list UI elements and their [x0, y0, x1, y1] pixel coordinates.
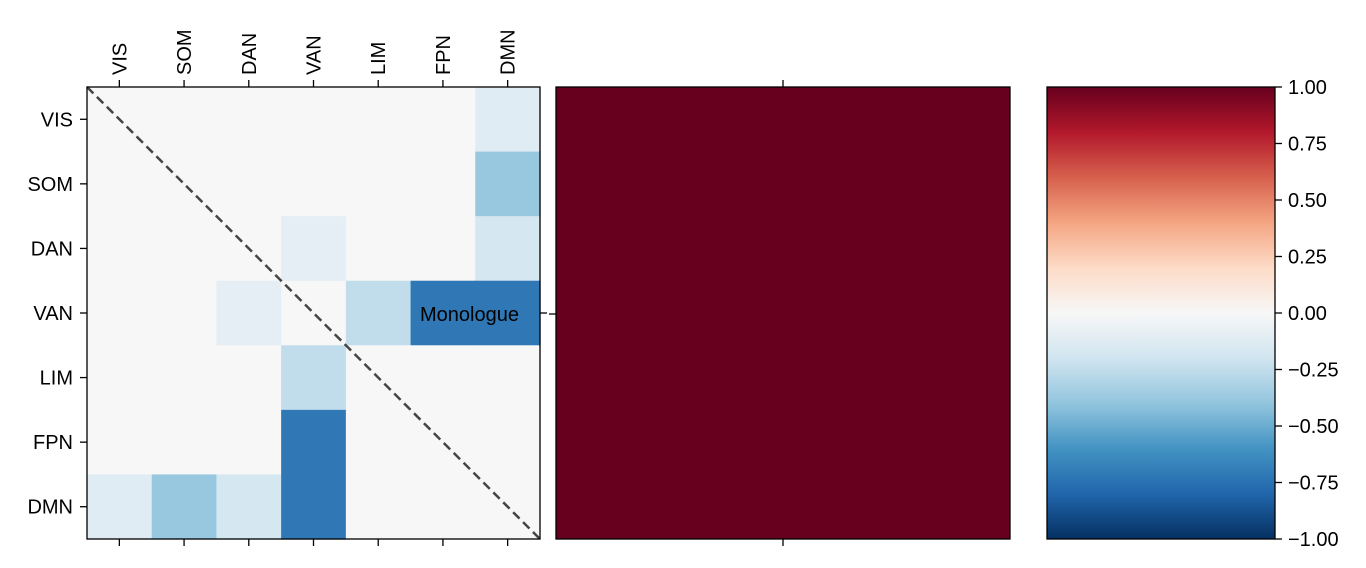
y-tick-label: DMN	[27, 497, 73, 519]
heatmap-cell	[87, 216, 153, 282]
heatmap-cell	[345, 280, 412, 346]
heatmap-cell	[475, 345, 541, 411]
heatmap-x-tick-labels: VIS SOM DAN VAN LIM FPN DMN	[109, 29, 519, 75]
annotation-label: Monologue	[420, 304, 519, 326]
x-tick-label: LIM	[368, 42, 390, 75]
heatmap-cell	[345, 151, 412, 217]
heatmap-cell	[216, 409, 282, 476]
heatmap-cell	[216, 345, 282, 411]
heatmap-cell	[151, 216, 218, 282]
heatmap-cell	[87, 474, 153, 540]
heatmap-cell	[475, 216, 541, 282]
heatmap-cell	[410, 345, 476, 411]
colorbar-ticks: 1.00 0.75 0.50 0.25 0.00 −0.25 −0.50 −0.75 −1.00	[1275, 77, 1339, 551]
heatmap-cell	[281, 87, 347, 153]
heatmap-cell	[410, 216, 476, 282]
heatmap-panel: VIS SOM DAN VAN LIM FPN DMN VIS SOM DAN VAN LIM FPN…	[27, 29, 547, 546]
colorbar-tick-label: −1.00	[1288, 529, 1339, 551]
heatmap-cell	[475, 409, 541, 476]
single-value-panel	[549, 80, 1011, 546]
colorbar-tick-label: −0.75	[1288, 473, 1339, 495]
heatmap-cell	[151, 280, 218, 346]
x-tick-label: DMN	[498, 29, 520, 75]
heatmap-cell	[410, 474, 476, 540]
heatmap-cell	[410, 280, 476, 346]
x-tick-label: FPN	[433, 35, 455, 75]
heatmap-cell	[410, 151, 476, 217]
x-tick-label: DAN	[239, 33, 261, 75]
heatmap-cell	[151, 87, 218, 153]
heatmap-cell	[87, 409, 153, 476]
heatmap-cell	[87, 151, 153, 217]
colorbar-tick-label: 1.00	[1288, 77, 1327, 99]
colorbar: 1.00 0.75 0.50 0.25 0.00 −0.25 −0.50 −0.75 −1.00	[1046, 77, 1339, 551]
heatmap-cell	[410, 87, 476, 153]
y-tick-label: SOM	[27, 174, 73, 196]
heatmap-cell	[151, 409, 218, 476]
colorbar-body	[1047, 87, 1275, 539]
y-tick-label: DAN	[31, 238, 73, 260]
heatmap-ticks	[80, 80, 547, 546]
y-tick-label: FPN	[33, 432, 73, 454]
colorbar-tick-label: 0.00	[1288, 303, 1327, 325]
heatmap-cell	[151, 345, 218, 411]
y-tick-label: VAN	[33, 303, 73, 325]
heatmap-cell	[281, 216, 347, 282]
heatmap-cell	[475, 151, 541, 217]
y-tick-label: LIM	[40, 368, 73, 390]
x-tick-label: VAN	[304, 35, 326, 75]
colorbar-tick-label: 0.50	[1288, 190, 1327, 212]
single-value-frame	[555, 86, 1011, 540]
colorbar-tick-label: −0.25	[1288, 360, 1339, 382]
heatmap-cell	[345, 87, 412, 153]
diagonal-line	[86, 86, 541, 540]
heatmap-cell	[345, 409, 412, 476]
colorbar-tick-label: 0.75	[1288, 134, 1327, 156]
heatmap-cell	[87, 280, 153, 346]
single-value-cell	[556, 87, 1010, 539]
heatmap-cell	[281, 409, 347, 476]
x-tick-label: SOM	[174, 29, 196, 75]
heatmap-cell	[87, 345, 153, 411]
colorbar-tick-label: 0.25	[1288, 247, 1327, 269]
x-tick-label: VIS	[109, 43, 131, 75]
heatmap-cell	[345, 216, 412, 282]
heatmap-cell	[216, 87, 282, 153]
colorbar-tick-label: −0.50	[1288, 416, 1339, 438]
heatmap-y-tick-labels: VIS SOM DAN VAN LIM FPN DMN	[27, 109, 73, 518]
heatmap-cell	[475, 87, 541, 153]
heatmap-cell	[216, 474, 282, 540]
heatmap-cell	[281, 151, 347, 217]
heatmap-cell	[281, 474, 347, 540]
y-tick-label: VIS	[41, 109, 73, 131]
heatmap-cell	[151, 474, 218, 540]
heatmap-cell	[345, 474, 412, 540]
heatmap-cell	[216, 151, 282, 217]
heatmap-cells	[87, 87, 541, 540]
heatmap-cell	[475, 280, 541, 346]
heatmap-cell	[281, 345, 347, 411]
heatmap-cell	[216, 280, 282, 346]
heatmap-frame	[86, 86, 541, 540]
